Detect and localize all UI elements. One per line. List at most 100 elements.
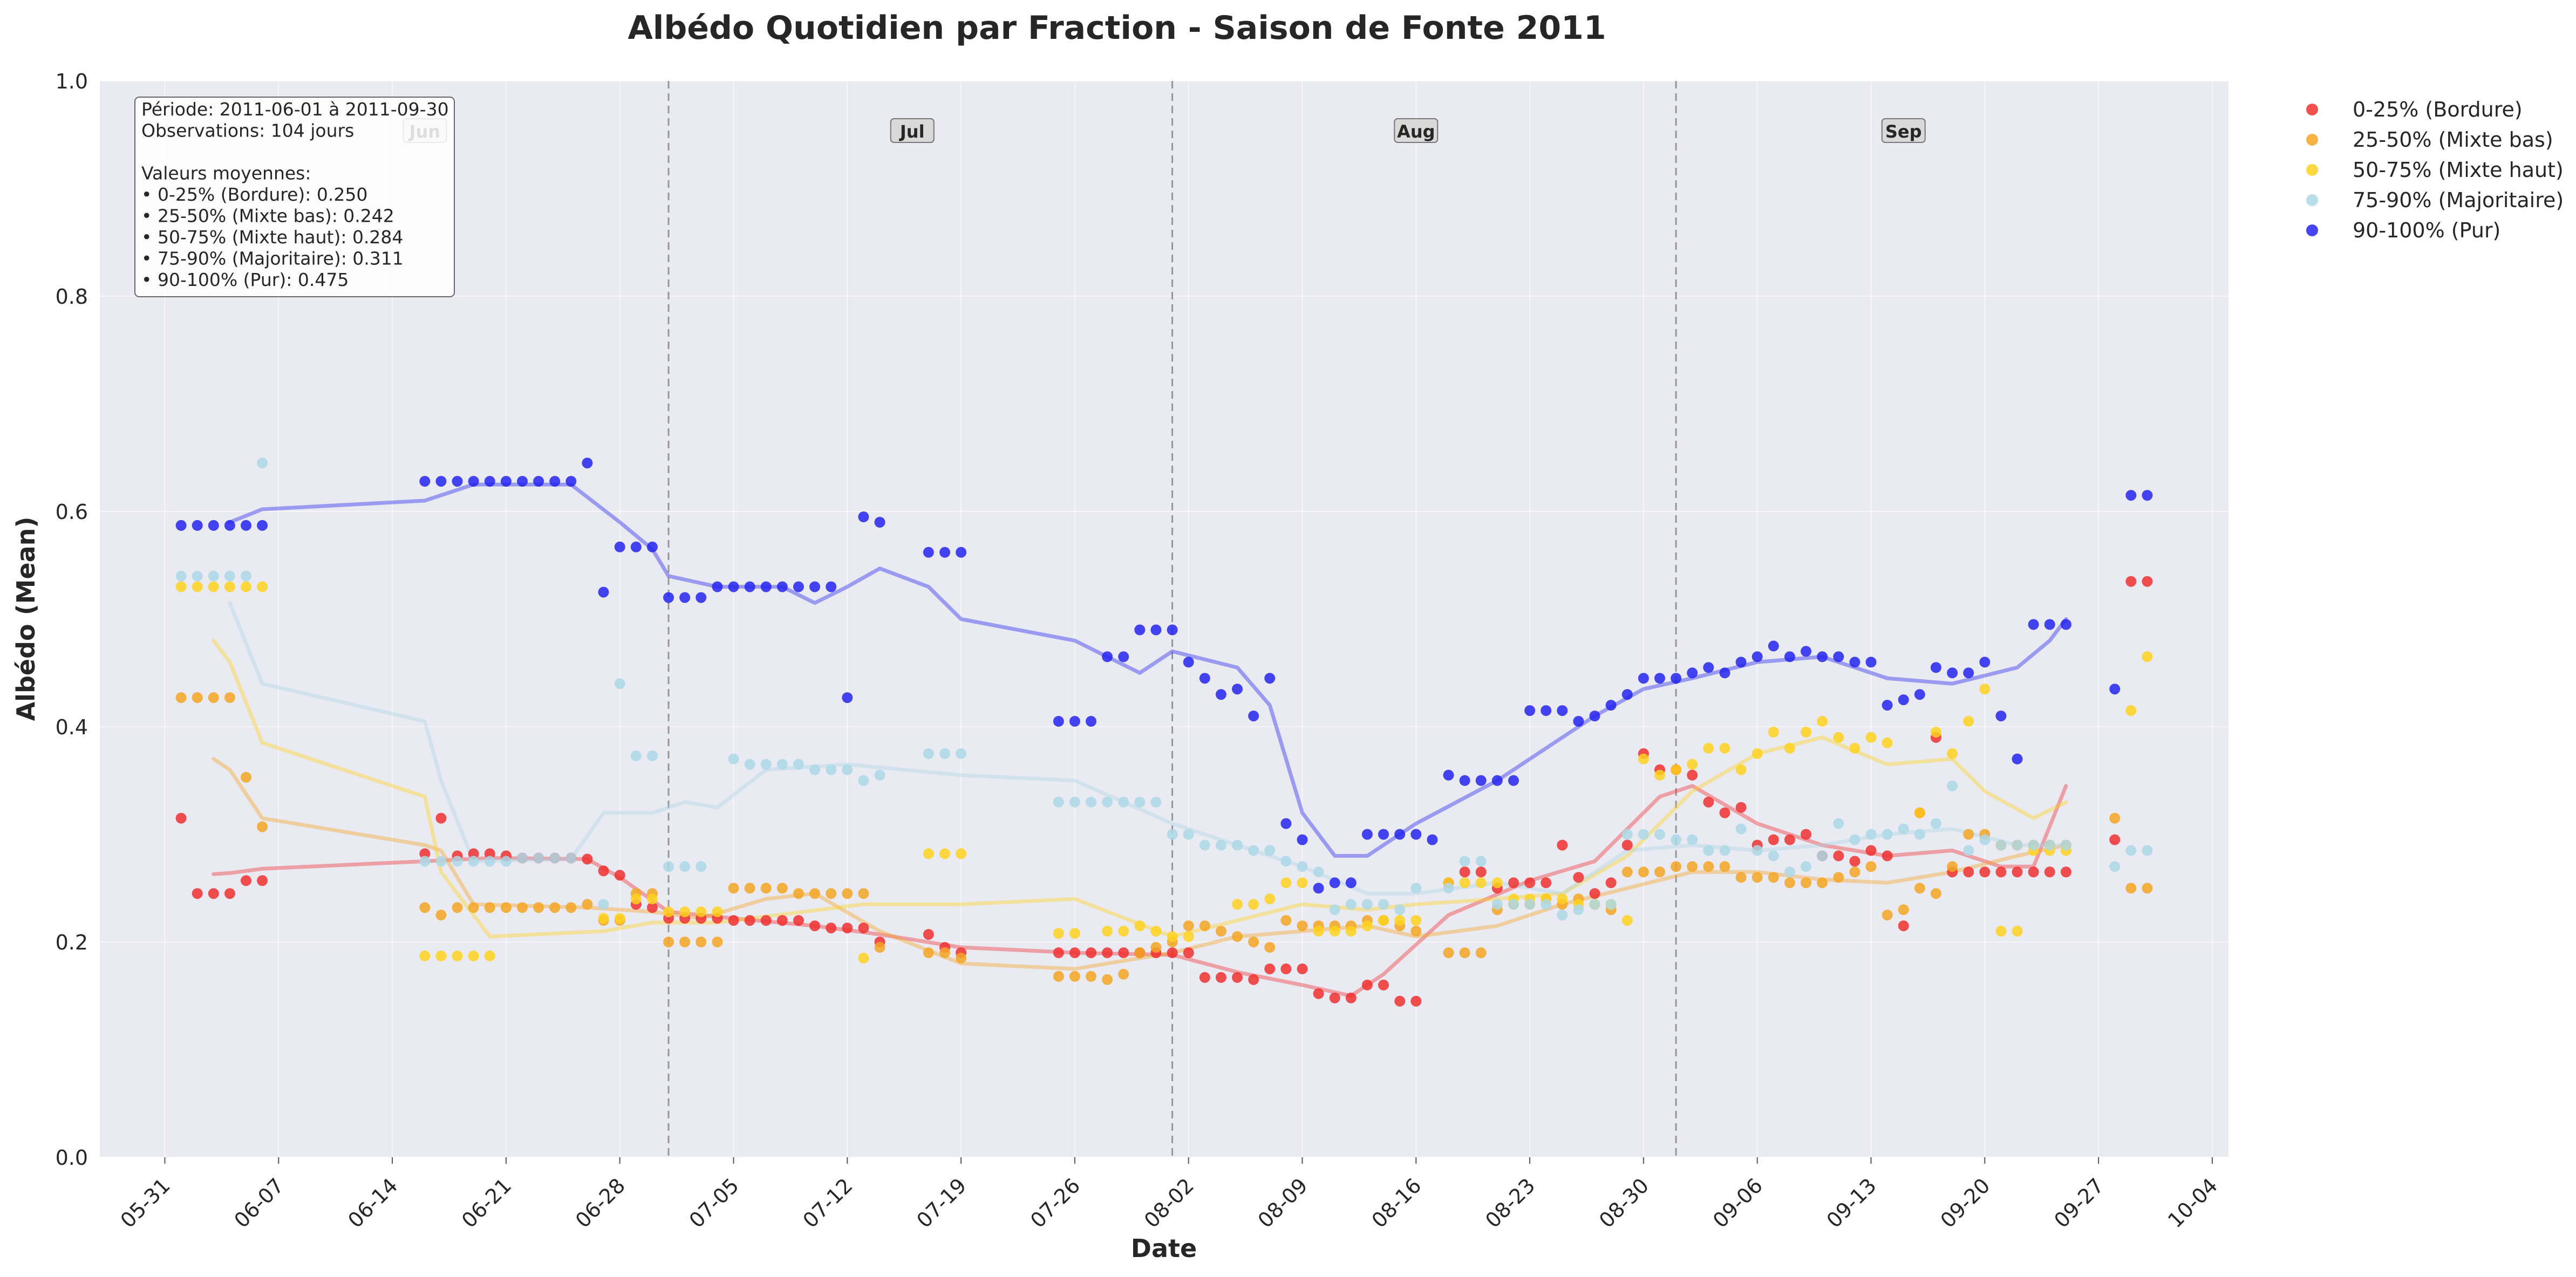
data-point (1248, 937, 1259, 947)
data-point (1280, 915, 1292, 926)
data-point (728, 915, 739, 926)
y-tick-label: 0.8 (56, 285, 88, 309)
data-point (1183, 829, 1194, 840)
legend-marker (2306, 104, 2318, 115)
data-point (728, 753, 739, 764)
data-point (1882, 700, 1893, 711)
data-point (874, 942, 885, 953)
data-point (1638, 753, 1649, 764)
data-point (565, 902, 577, 913)
data-point (452, 476, 463, 487)
data-point (1150, 624, 1162, 636)
data-point (1817, 651, 1828, 663)
data-point (1297, 963, 1308, 974)
data-point (435, 476, 447, 487)
data-point (419, 848, 431, 859)
data-point (1963, 866, 1974, 878)
data-point (1118, 651, 1129, 663)
data-point (2109, 684, 2121, 695)
data-point (1069, 796, 1080, 808)
data-point (1979, 866, 1991, 878)
data-point (192, 570, 203, 582)
data-point (646, 750, 658, 761)
data-point (1118, 947, 1129, 958)
data-point (1410, 995, 1422, 1007)
y-tick-label: 0.0 (56, 1146, 88, 1170)
data-point (1882, 850, 1893, 862)
info-box-line: Période: 2011-06-01 à 2011-09-30 (141, 99, 449, 120)
data-point (1930, 662, 1941, 673)
data-point (1361, 979, 1373, 991)
data-point (2060, 839, 2071, 851)
data-point (1573, 904, 1584, 916)
data-point (1849, 856, 1861, 867)
month-label-box (1881, 118, 1926, 143)
data-point (175, 812, 187, 824)
data-point (1768, 872, 1779, 883)
data-point (776, 581, 788, 592)
data-point (598, 865, 609, 877)
data-point (1329, 926, 1340, 937)
data-point (1801, 727, 1811, 737)
data-point (1638, 866, 1649, 878)
data-point (1801, 877, 1811, 889)
data-point (2012, 926, 2023, 937)
data-point (663, 861, 674, 872)
data-point (1735, 872, 1747, 883)
data-point (1491, 877, 1503, 889)
data-point (1086, 796, 1096, 808)
info-box-line: Observations: 104 jours (141, 120, 354, 141)
data-point (192, 888, 203, 899)
data-point (1167, 947, 1178, 958)
data-point (939, 947, 950, 958)
data-point (809, 581, 820, 592)
data-point (1865, 732, 1877, 743)
data-point (1297, 877, 1308, 889)
data-point (1215, 972, 1226, 983)
data-point (1345, 926, 1357, 937)
data-point (858, 888, 869, 899)
data-point (1086, 716, 1096, 727)
data-point (533, 476, 544, 487)
data-point (760, 759, 772, 770)
data-point (2142, 883, 2153, 894)
data-point (1215, 926, 1226, 937)
data-point (1833, 732, 1844, 743)
data-point (679, 592, 691, 603)
data-point (435, 910, 447, 921)
data-point (1735, 657, 1747, 668)
data-point (956, 547, 967, 558)
data-point (728, 581, 739, 592)
x-axis-label: Date (1131, 1234, 1197, 1263)
y-axis-label: Albédo (Mean) (11, 517, 40, 721)
data-point (1882, 910, 1893, 921)
data-point (1621, 689, 1633, 700)
data-point (257, 821, 268, 832)
data-point (468, 856, 479, 867)
data-point (1914, 829, 1925, 840)
data-point (1280, 963, 1292, 974)
data-point (1102, 926, 1113, 937)
data-point (776, 759, 788, 770)
data-point (1361, 899, 1373, 910)
data-point (858, 511, 869, 522)
month-boundaries (667, 81, 1677, 1157)
data-point (1947, 667, 1958, 679)
data-point (1232, 684, 1243, 695)
data-point (1687, 667, 1698, 679)
data-point (517, 476, 528, 487)
data-point (1118, 968, 1129, 980)
data-point (663, 937, 674, 947)
data-point (2012, 839, 2023, 851)
data-point (1963, 667, 1974, 679)
data-point (1703, 742, 1714, 754)
data-point (1882, 737, 1893, 748)
data-point (1963, 829, 1974, 840)
data-point (1541, 877, 1552, 889)
data-point (1654, 769, 1665, 781)
data-point (1459, 866, 1470, 878)
data-point (874, 517, 885, 528)
grid (100, 80, 2229, 1158)
data-point (1102, 947, 1113, 958)
data-point (1248, 845, 1259, 856)
